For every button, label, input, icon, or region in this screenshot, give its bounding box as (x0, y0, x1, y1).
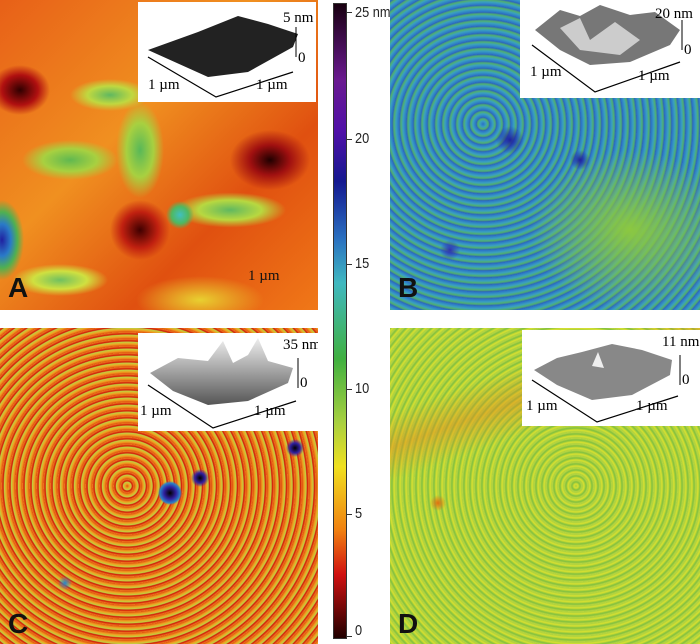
x-label: 1 µm (530, 64, 562, 80)
panel-letter: B (398, 272, 419, 303)
afm-map-a: 5 nm 0 1 µm 1 µm 1 µm A (0, 0, 318, 310)
colorbar-tick-label: 25 nm (355, 4, 391, 21)
y-label: 1 µm (636, 398, 668, 414)
x-label: 1 µm (526, 398, 558, 414)
tick (347, 12, 352, 13)
z-zero: 0 (300, 375, 308, 391)
inset-3d-a: 5 nm 0 1 µm 1 µm (138, 2, 316, 102)
colorbar-tick-label: 20 (355, 130, 370, 147)
x-label: 1 µm (148, 77, 180, 93)
panel-letter: D (398, 608, 419, 639)
surface-3d-a (147, 16, 298, 98)
y-label: 1 µm (254, 403, 286, 419)
inset-3d-d: 11 nm 0 1 µm 1 µm (522, 330, 700, 426)
afm-map-c: 35 nm 0 1 µm 1 µm C (0, 328, 318, 644)
y-label: 1 µm (256, 77, 288, 93)
colorbar-tick-label: 15 (355, 255, 370, 272)
surface-3d-c (147, 338, 299, 429)
panel-letter: A (8, 272, 29, 303)
z-zero: 0 (682, 372, 690, 388)
surface-3d-d (531, 344, 681, 423)
z-label: 11 nm (662, 334, 700, 350)
colorbar-tick-label: 5 (355, 505, 363, 522)
inset-3d-c: 35 nm 0 1 µm 1 µm (138, 333, 318, 431)
z-label: 35 nm (283, 337, 318, 353)
afm-map-d: 11 nm 0 1 µm 1 µm D (390, 328, 700, 644)
tick (347, 636, 352, 637)
colorbar-tick-label: 10 (355, 380, 370, 397)
z-label: 20 nm (655, 6, 693, 22)
tick (347, 514, 352, 515)
scale-label: 1 µm (248, 268, 280, 284)
tick (347, 264, 352, 265)
z-label: 5 nm (283, 10, 314, 26)
y-label: 1 µm (638, 68, 670, 84)
afm-map-b: 20 nm 0 1 µm 1 µm B (390, 0, 700, 310)
tick (347, 389, 352, 390)
z-zero: 0 (298, 50, 306, 66)
tick (347, 139, 352, 140)
surface-3d-b (531, 5, 683, 93)
z-zero: 0 (684, 42, 692, 58)
height-colorbar (333, 3, 347, 639)
x-label: 1 µm (140, 403, 172, 419)
panel-letter: C (8, 608, 29, 639)
colorbar-tick-label: 0 (355, 622, 363, 639)
inset-3d-b: 20 nm 0 1 µm 1 µm (520, 0, 700, 98)
